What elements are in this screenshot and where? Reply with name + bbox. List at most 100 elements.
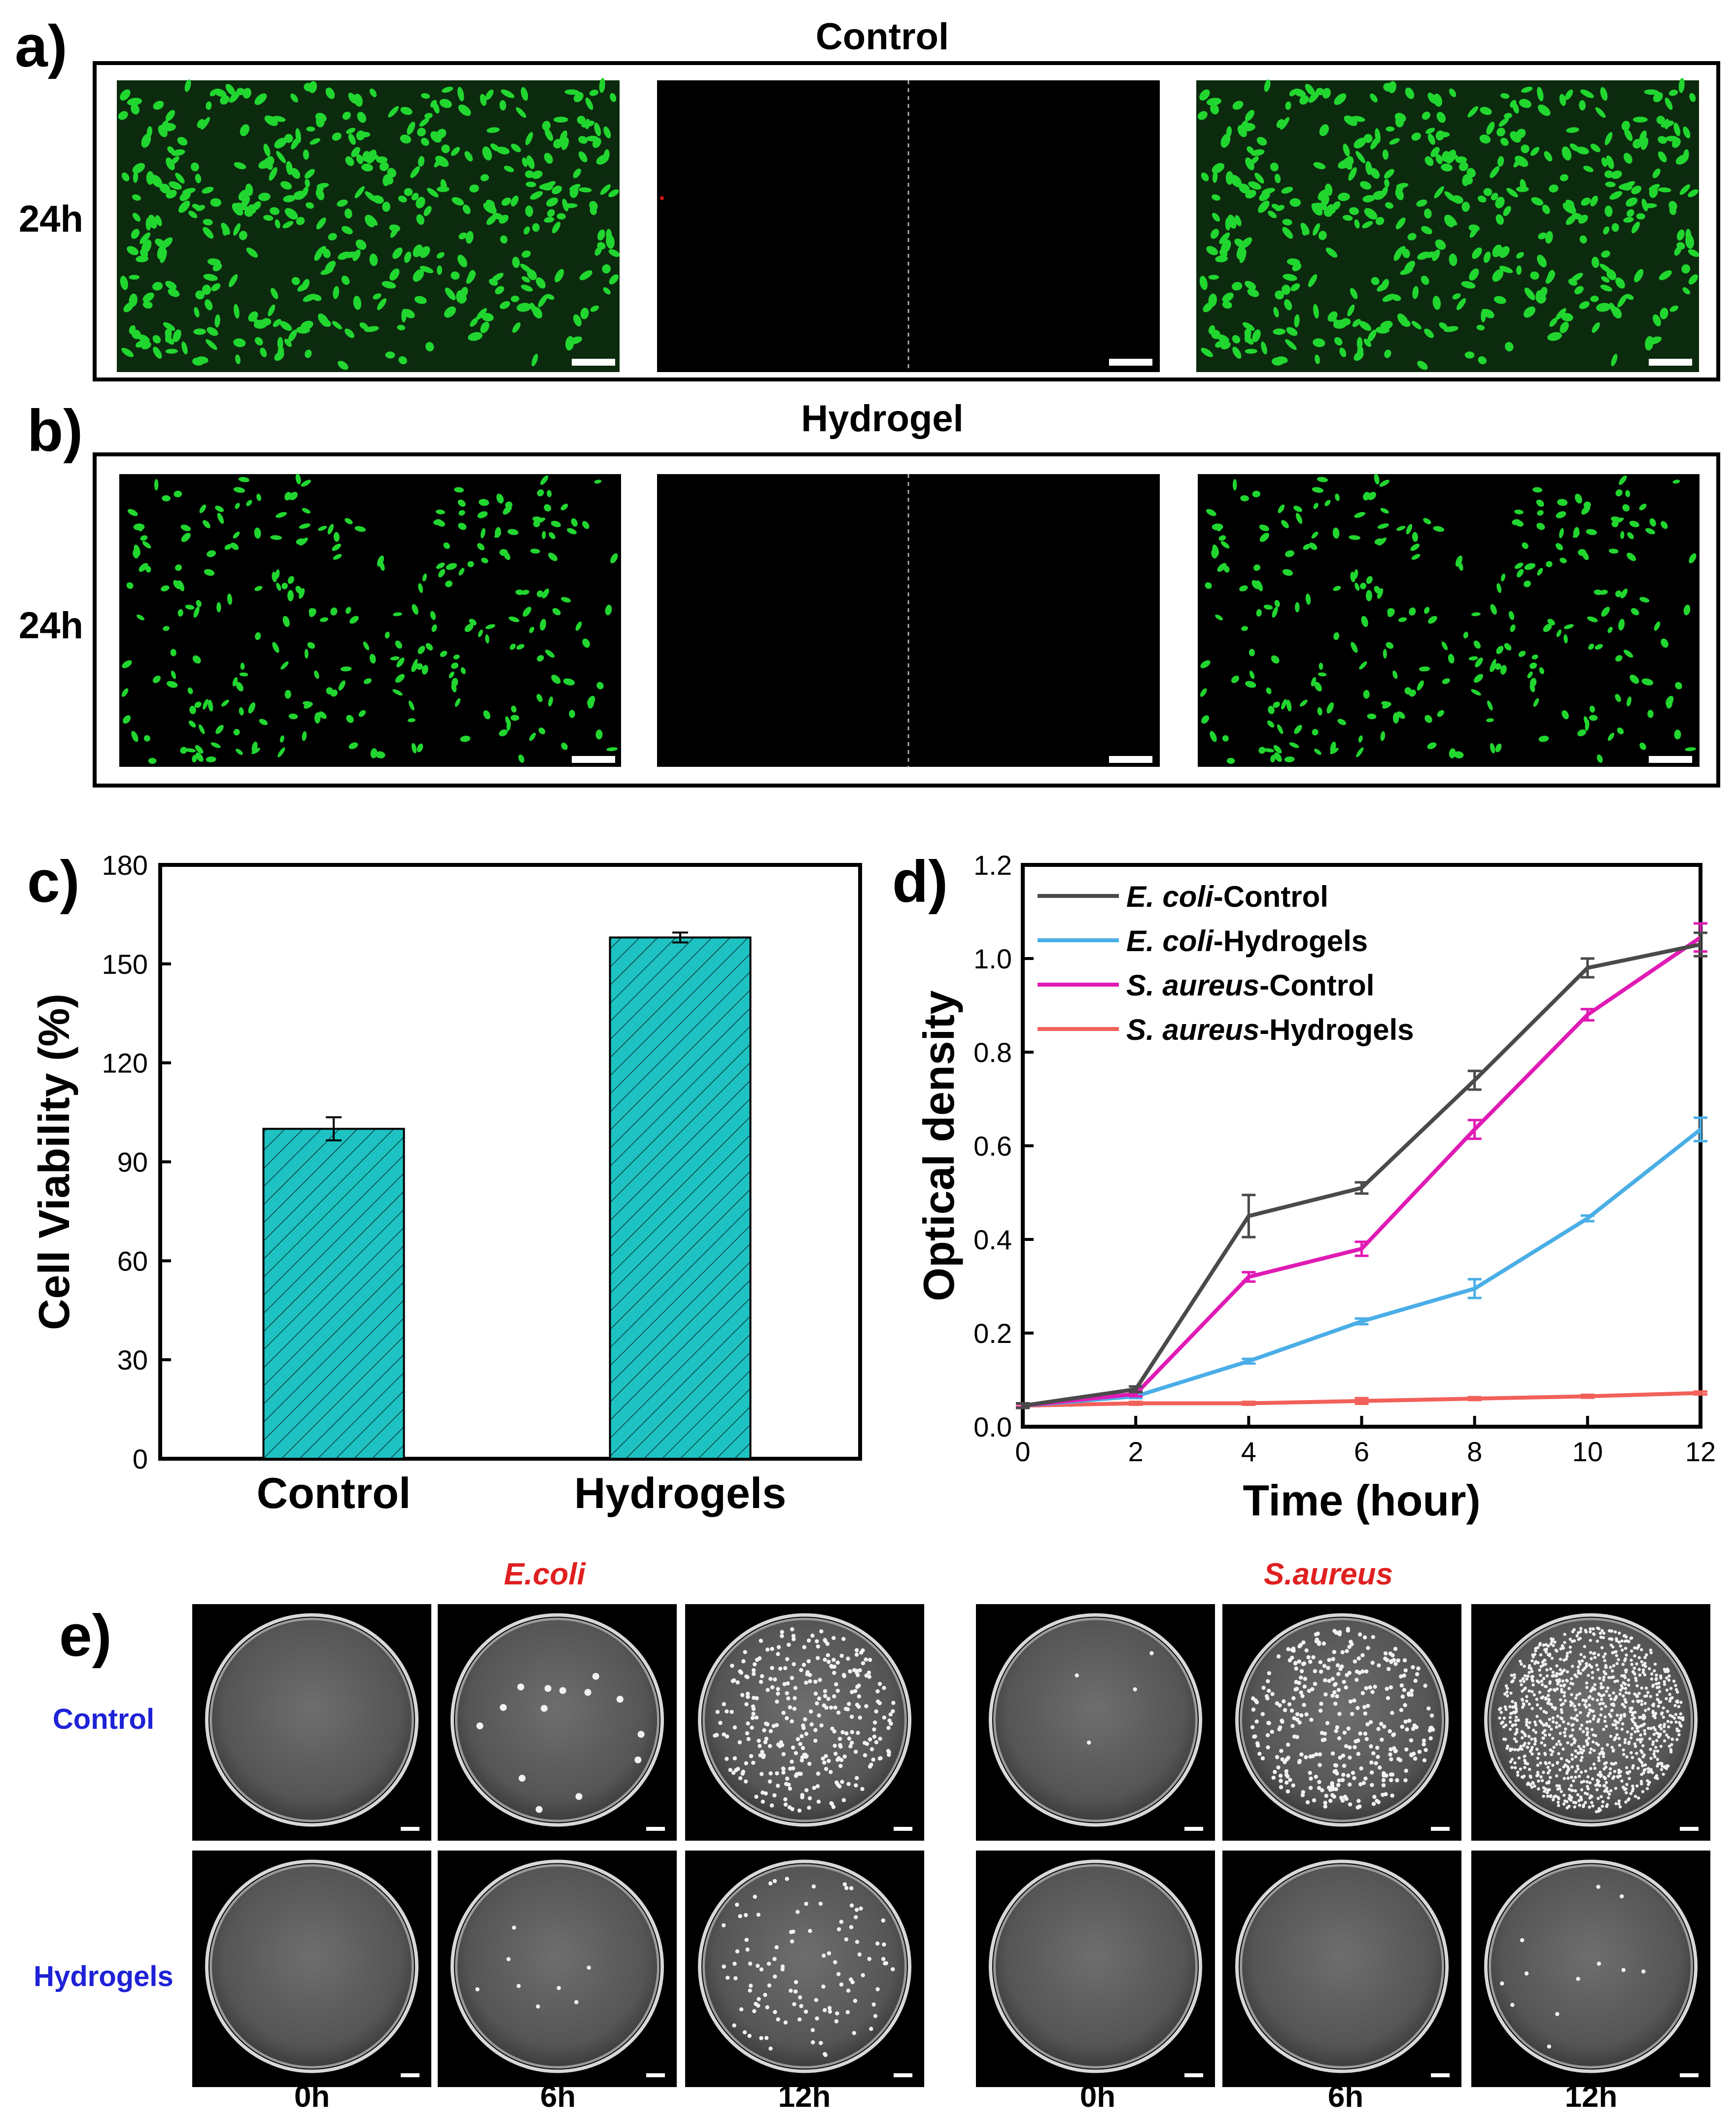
scale-bar bbox=[401, 2073, 419, 2077]
time-label-ecoli-12h: 12h bbox=[778, 2080, 831, 2114]
saureus-title: S.aureus bbox=[1264, 1557, 1393, 1591]
x-tick-label: 8 bbox=[1467, 1436, 1482, 1467]
line-chart: 0.0 0.2 0.4 0.6 0.8 1.0 1.2 0 2 4 6 8 10 12 Time (hour… bbox=[914, 850, 1716, 1525]
scale-bar bbox=[1680, 1827, 1699, 1831]
petri-dish-photo bbox=[685, 1851, 924, 2087]
x-tick-label: 2 bbox=[1128, 1436, 1144, 1467]
micrograph-merged bbox=[1196, 78, 1700, 372]
micrograph-merged bbox=[1198, 474, 1700, 767]
x-tick-label: 4 bbox=[1241, 1436, 1256, 1467]
micrograph-live bbox=[117, 78, 620, 372]
scale-bar bbox=[894, 2073, 912, 2077]
panel-b: b) Hydrogel 24h bbox=[19, 398, 1720, 788]
scale-bar bbox=[1649, 756, 1692, 763]
panel-d: d) 0.0 0.2 0.4 0.6 0.8 1.0 1.2 0 2 4 6 8 10 12 Time (h… bbox=[892, 849, 1716, 1525]
scale-bar bbox=[894, 1827, 912, 1831]
y-tick-label: 0.8 bbox=[973, 1037, 1012, 1068]
panel-b-title: Hydrogel bbox=[801, 398, 963, 440]
scale-bar bbox=[646, 1827, 665, 1831]
panel-e-label: e) bbox=[59, 1603, 112, 1669]
y-tick-label: 0.6 bbox=[973, 1131, 1012, 1162]
bar-control bbox=[262, 1128, 405, 1460]
y-tick-label: 180 bbox=[102, 850, 148, 881]
time-label-saureus-0h: 0h bbox=[1080, 2080, 1115, 2114]
scale-bar bbox=[1680, 2073, 1699, 2077]
panel-c: c) 0 30 60 90 120 150 180 Cell Viability (%) Con… bbox=[27, 849, 862, 1517]
scale-bar bbox=[401, 1827, 419, 1831]
petri-dish-photo bbox=[1471, 1604, 1710, 1841]
time-label-saureus-12h: 12h bbox=[1565, 2080, 1618, 2114]
panel-a-title: Control bbox=[816, 16, 949, 58]
scale-bar bbox=[572, 359, 615, 366]
time-label-ecoli-6h: 6h bbox=[540, 2080, 576, 2114]
bar-hydrogels bbox=[609, 936, 752, 1460]
micrograph-live bbox=[119, 474, 621, 767]
ecoli-title: E.coli bbox=[504, 1557, 586, 1591]
time-label-ecoli-0h: 0h bbox=[294, 2080, 330, 2114]
petri-dish-photo bbox=[1471, 1851, 1710, 2087]
legend-entry: S. aureus-Control bbox=[1126, 969, 1374, 1002]
x-tick-label: 10 bbox=[1572, 1436, 1603, 1467]
petri-dish-photo bbox=[1222, 1604, 1461, 1841]
y-tick-label: 0.4 bbox=[973, 1224, 1012, 1255]
x-category-label: Control bbox=[257, 1469, 411, 1517]
y-tick-label: 0 bbox=[133, 1443, 148, 1475]
x-tick-label: 0 bbox=[1015, 1436, 1030, 1467]
scale-bar bbox=[646, 2073, 665, 2077]
time-label-saureus-6h: 6h bbox=[1328, 2080, 1363, 2114]
panel-b-label: b) bbox=[27, 398, 83, 464]
y-tick-label: 120 bbox=[102, 1048, 148, 1079]
row-label-hydrogels: Hydrogels bbox=[34, 1960, 174, 1992]
x-tick-label: 6 bbox=[1354, 1436, 1369, 1467]
y-tick-label: 150 bbox=[102, 949, 148, 980]
panel-a-frame bbox=[93, 61, 1720, 381]
series-line-1 bbox=[1022, 1128, 1702, 1408]
y-tick-label: 0.2 bbox=[973, 1318, 1012, 1349]
x-category-label: Hydrogels bbox=[574, 1469, 786, 1517]
bar-chart: 0 30 60 90 120 150 180 Cell Viability (%) Contro… bbox=[30, 850, 862, 1517]
petri-dish-photo bbox=[976, 1604, 1215, 1841]
y-tick-label: 1.0 bbox=[973, 943, 1012, 974]
petri-dish-photo bbox=[976, 1851, 1215, 2087]
scale-bar bbox=[1184, 2073, 1203, 2077]
legend-entry: S. aureus-Hydrogels bbox=[1126, 1013, 1414, 1046]
x-tick-label: 12 bbox=[1685, 1436, 1716, 1467]
y-axis-title: Cell Viability (%) bbox=[30, 994, 78, 1330]
panel-b-row-label: 24h bbox=[19, 605, 83, 647]
panel-e: e) E.coli S.aureus Control Hydrogels 0h … bbox=[34, 1557, 1710, 2114]
scale-bar bbox=[572, 756, 615, 763]
scale-bar bbox=[1431, 2073, 1450, 2077]
y-tick-label: 30 bbox=[117, 1344, 148, 1375]
petri-dish-grid bbox=[192, 1604, 1710, 2087]
panel-b-frame bbox=[93, 452, 1720, 788]
micrograph-dead bbox=[657, 474, 1160, 767]
micrograph-dead bbox=[657, 80, 1160, 372]
petri-dish-photo bbox=[685, 1604, 924, 1841]
petri-dish-photo bbox=[192, 1851, 431, 2087]
y-axis-title: Optical density bbox=[914, 991, 963, 1302]
y-tick-label: 1.2 bbox=[973, 850, 1012, 881]
panel-a: a) Control 24h bbox=[15, 13, 1720, 381]
scale-bar bbox=[1109, 756, 1152, 763]
scale-bar bbox=[1109, 359, 1152, 366]
panel-a-label: a) bbox=[15, 13, 68, 79]
scale-bar bbox=[1649, 359, 1692, 366]
panel-d-label: d) bbox=[892, 849, 948, 915]
scale-bar bbox=[1431, 1827, 1450, 1831]
panel-a-row-label: 24h bbox=[19, 198, 83, 240]
petri-dish-photo bbox=[438, 1851, 677, 2087]
y-tick-label: 90 bbox=[117, 1147, 148, 1178]
scale-bar bbox=[1184, 1827, 1203, 1831]
y-tick-label: 0.0 bbox=[973, 1411, 1012, 1442]
legend-entry: E. coli-Hydrogels bbox=[1126, 925, 1368, 958]
legend-entry: E. coli-Control bbox=[1126, 880, 1328, 913]
petri-dish-photo bbox=[192, 1604, 431, 1841]
petri-dish-photo bbox=[1222, 1851, 1461, 2087]
series-line-2 bbox=[1022, 935, 1702, 1408]
petri-dish-photo bbox=[438, 1604, 677, 1841]
x-axis-title: Time (hour) bbox=[1243, 1476, 1480, 1525]
row-label-control: Control bbox=[53, 1703, 154, 1735]
y-tick-label: 60 bbox=[117, 1245, 148, 1276]
